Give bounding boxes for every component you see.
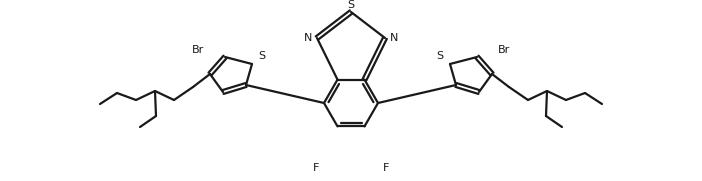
Text: F: F <box>383 163 389 173</box>
Text: S: S <box>347 0 355 10</box>
Text: S: S <box>258 51 265 61</box>
Text: Br: Br <box>498 45 510 55</box>
Text: F: F <box>313 163 319 173</box>
Text: N: N <box>390 33 398 43</box>
Text: N: N <box>304 33 312 43</box>
Text: Br: Br <box>192 45 204 55</box>
Text: S: S <box>437 51 444 61</box>
